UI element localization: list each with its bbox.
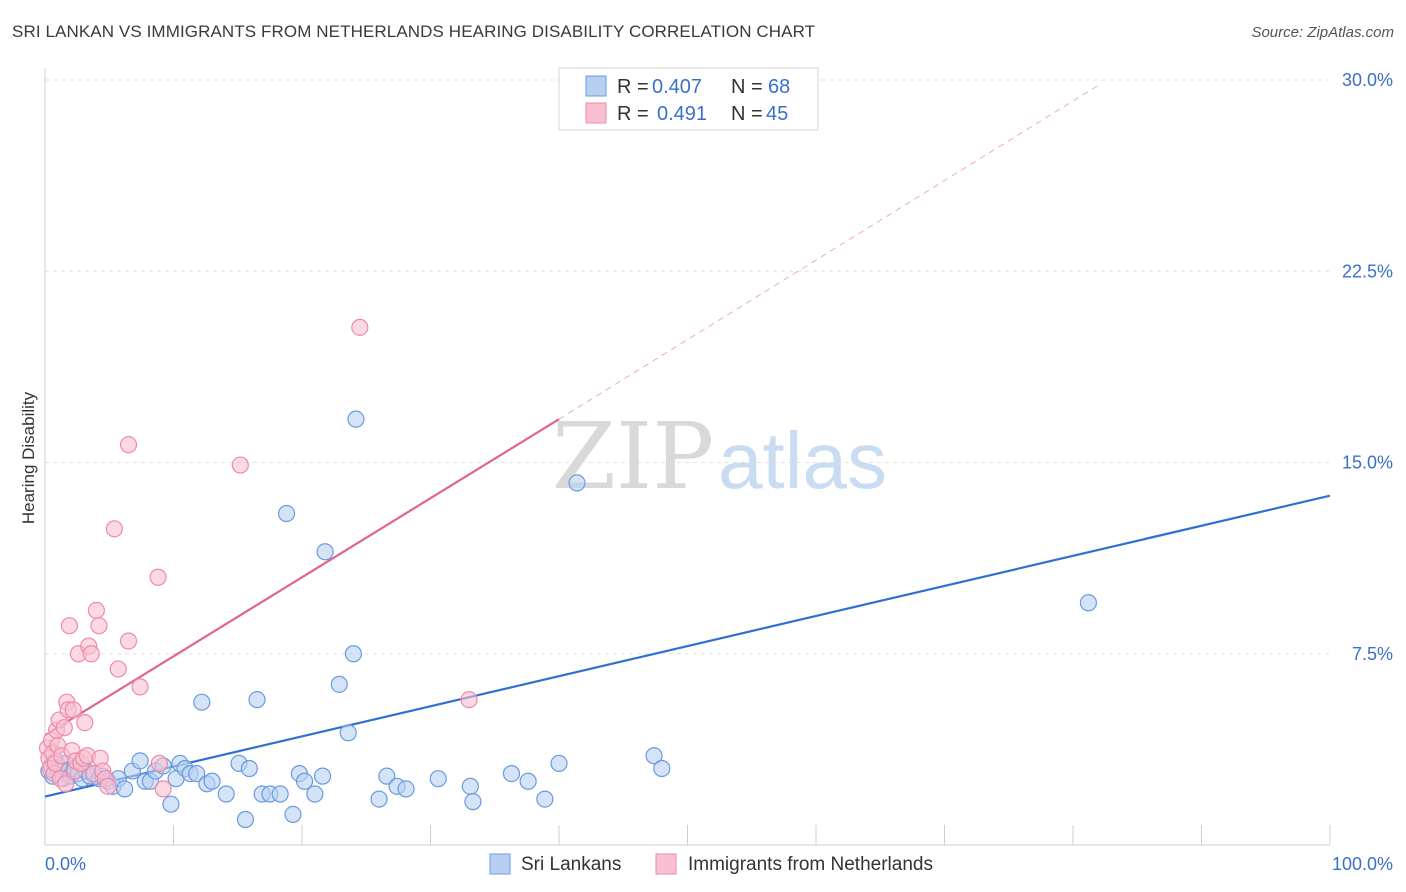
point-sri-lankans: [116, 780, 134, 798]
point-sri-lankans: [568, 474, 586, 492]
point-sri-lankans: [277, 504, 296, 523]
legend-r-label-1: R =: [617, 76, 649, 98]
point-netherlands: [99, 777, 117, 795]
point-layer: [38, 79, 1098, 829]
point-netherlands: [149, 568, 167, 586]
legend-swatch-sri-lankans: [585, 75, 607, 97]
point-sri-lankans: [248, 691, 266, 709]
x-tick-label: 0.0%: [45, 854, 86, 874]
legend-r-label-2: R =: [617, 103, 649, 125]
point-sri-lankans: [306, 785, 324, 803]
y-tick-label: 7.5%: [1352, 644, 1393, 664]
legend-n-label-2: N =: [731, 103, 763, 125]
point-sri-lankans: [217, 785, 235, 803]
point-netherlands: [56, 775, 75, 793]
bottom-legend-swatch-netherlands: [655, 853, 677, 875]
legend-r-value-2: 0.491: [657, 103, 707, 125]
point-sri-lankans: [284, 805, 302, 824]
point-sri-lankans: [464, 793, 482, 811]
chart-title: SRI LANKAN VS IMMIGRANTS FROM NETHERLAND…: [12, 22, 816, 41]
bottom-legend-label-sri-lankans: Sri Lankans: [521, 854, 621, 875]
chart-source: Source: ZipAtlas.com: [1251, 24, 1394, 41]
watermark: ZIP atlas: [552, 403, 887, 510]
point-netherlands: [460, 691, 478, 709]
point-sri-lankans: [203, 772, 221, 790]
point-sri-lankans: [339, 724, 357, 742]
y-tick-label: 15.0%: [1342, 453, 1393, 473]
point-sri-lankans: [162, 795, 180, 813]
point-netherlands: [55, 719, 73, 737]
point-sri-lankans: [295, 772, 314, 790]
point-netherlands: [231, 456, 249, 474]
point-sri-lankans: [370, 790, 388, 808]
watermark-atlas: atlas: [718, 416, 887, 505]
point-sri-lankans: [330, 675, 348, 693]
bottom-legend-swatch-sri-lankans: [489, 853, 511, 875]
y-tick-label: 30.0%: [1342, 70, 1393, 90]
y-tick-label: 22.5%: [1342, 261, 1393, 281]
point-sri-lankans: [429, 770, 447, 788]
point-sri-lankans: [313, 767, 332, 785]
legend-swatch-netherlands: [585, 102, 607, 124]
point-netherlands: [119, 632, 138, 650]
point-sri-lankans: [1079, 594, 1098, 612]
point-sri-lankans: [536, 790, 554, 808]
watermark-zip: ZIP: [552, 403, 714, 510]
point-netherlands: [82, 645, 100, 663]
point-sri-lankans: [378, 767, 396, 785]
point-sri-lankans: [236, 810, 255, 829]
legend-n-value-1: 68: [768, 76, 790, 98]
bottom-legend-label-netherlands: Immigrants from Netherlands: [688, 854, 933, 875]
point-netherlands: [60, 617, 79, 635]
point-netherlands: [150, 754, 168, 773]
point-sri-lankans: [131, 752, 149, 770]
point-sri-lankans: [347, 410, 365, 428]
axis-layer: [44, 68, 1330, 846]
trend-layer: [44, 84, 1331, 798]
legend: R = 0.407 N = 68 R = 0.491 N = 45: [558, 67, 819, 131]
bottom-legend: Sri Lankans Immigrants from Netherlands: [489, 853, 933, 875]
point-sri-lankans: [461, 777, 479, 795]
point-netherlands: [87, 601, 106, 620]
point-sri-lankans: [344, 645, 362, 663]
point-sri-lankans: [550, 754, 568, 773]
legend-n-label-1: N =: [731, 76, 763, 98]
trend-line-netherlands: [44, 418, 560, 737]
point-netherlands: [131, 678, 149, 696]
point-netherlands: [351, 318, 369, 336]
point-sri-lankans: [397, 780, 415, 798]
point-netherlands: [119, 436, 138, 454]
point-netherlands: [109, 660, 127, 678]
trend-line-sri-lankans: [44, 494, 1331, 798]
trend-extension-netherlands: [558, 84, 1099, 420]
point-sri-lankans: [653, 759, 671, 778]
point-sri-lankans: [316, 543, 334, 561]
point-netherlands: [154, 780, 172, 798]
point-netherlands: [105, 520, 123, 538]
legend-r-value-1: 0.407: [652, 76, 702, 98]
point-netherlands: [76, 713, 94, 732]
point-sri-lankans: [240, 759, 258, 778]
point-netherlands: [64, 701, 82, 719]
legend-n-value-2: 45: [766, 103, 788, 125]
point-sri-lankans: [519, 772, 537, 790]
point-sri-lankans: [502, 764, 521, 783]
tick-layer: 7.5% 15.0% 22.5% 30.0% 0.0% 100.0%: [45, 70, 1393, 874]
y-axis-label: Hearing Disability: [19, 391, 38, 524]
point-sri-lankans: [271, 785, 289, 803]
point-sri-lankans: [193, 693, 211, 711]
x-tick-label: 100.0%: [1332, 854, 1393, 874]
point-netherlands: [90, 617, 108, 635]
point-sri-lankans: [645, 747, 663, 765]
point-sri-lankans: [188, 764, 206, 783]
